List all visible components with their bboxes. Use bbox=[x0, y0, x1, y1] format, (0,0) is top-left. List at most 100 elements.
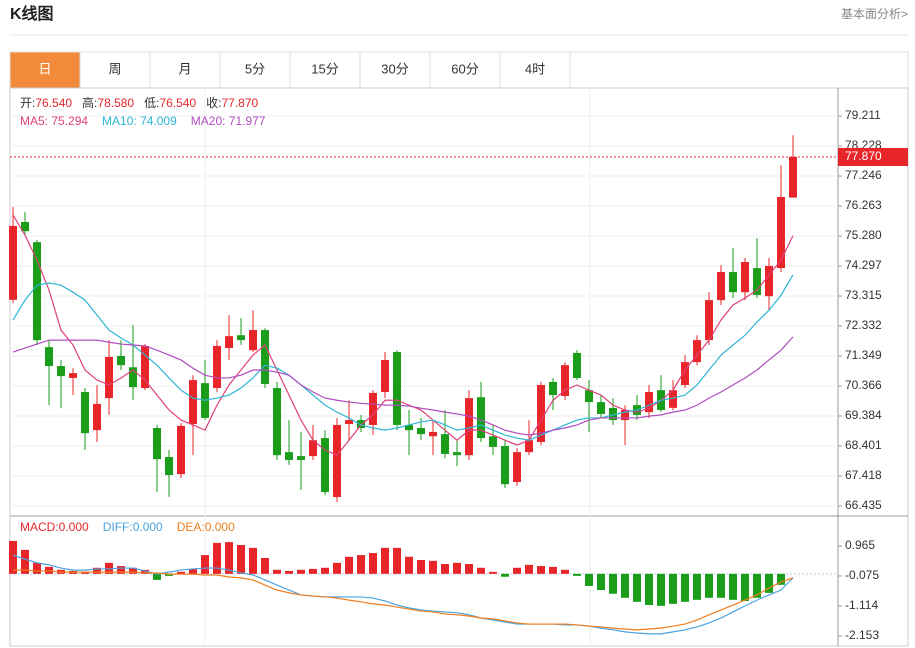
tab-label[interactable]: 4时 bbox=[525, 61, 545, 76]
macd-bar bbox=[705, 573, 713, 598]
ma-legend: MA5: 75.294 MA10: 74.009 MA20: 71.977 bbox=[20, 114, 266, 128]
candle-body bbox=[117, 355, 125, 366]
info-label: 收: bbox=[206, 96, 221, 110]
macd-bar bbox=[561, 569, 569, 574]
macd-bar bbox=[477, 567, 485, 574]
macd-bar bbox=[717, 573, 725, 598]
candle-body bbox=[609, 407, 617, 421]
candle-body bbox=[321, 438, 329, 493]
macd-bar bbox=[321, 567, 329, 574]
macd-bar bbox=[405, 556, 413, 574]
legend-entry: MA5: 75.294 bbox=[20, 114, 88, 128]
tab[interactable] bbox=[359, 51, 431, 89]
candle-body bbox=[9, 225, 17, 300]
legend-entry: DIFF:0.000 bbox=[103, 520, 163, 534]
macd-bar bbox=[513, 567, 521, 574]
candle-body bbox=[33, 242, 41, 341]
candle-body bbox=[477, 397, 485, 439]
candle-body bbox=[537, 384, 545, 443]
y-tick-label: 75.280 bbox=[845, 228, 882, 242]
macd-bar bbox=[441, 564, 449, 574]
info-label: 低: bbox=[144, 96, 159, 110]
macd-bar bbox=[285, 570, 293, 574]
candle-body bbox=[285, 452, 293, 461]
candle-body bbox=[333, 424, 341, 497]
macd-bar bbox=[273, 569, 281, 574]
macd-bar bbox=[21, 549, 29, 574]
candle-body bbox=[561, 365, 569, 396]
candle-body bbox=[213, 345, 221, 389]
macd-bar bbox=[429, 560, 437, 574]
candle-body bbox=[177, 425, 185, 475]
candle-body bbox=[453, 452, 461, 456]
tab-label[interactable]: 60分 bbox=[451, 61, 478, 76]
candle-body bbox=[789, 156, 797, 198]
ma-line bbox=[12, 274, 794, 441]
candle-body bbox=[393, 352, 401, 425]
candle-body bbox=[21, 221, 29, 232]
macd-bar bbox=[729, 573, 737, 600]
tab-label[interactable]: 月 bbox=[178, 61, 191, 76]
candle-body bbox=[693, 340, 701, 363]
macd-bar bbox=[393, 547, 401, 574]
ohlc-info: 开:76.540 高:78.580 低:76.540 收:77.870 bbox=[20, 95, 259, 110]
tab-label[interactable]: 30分 bbox=[381, 61, 408, 76]
macd-bar bbox=[345, 556, 353, 574]
candle-body bbox=[141, 345, 149, 389]
candle-body bbox=[345, 420, 353, 425]
macd-bar bbox=[753, 573, 761, 598]
candle-body bbox=[753, 268, 761, 295]
y-tick-label: -2.153 bbox=[845, 628, 879, 642]
candle-body bbox=[369, 392, 377, 425]
y-tick-label: 72.332 bbox=[845, 318, 882, 332]
tab[interactable] bbox=[9, 51, 81, 89]
candle-body bbox=[105, 356, 113, 399]
candle-body bbox=[741, 261, 749, 293]
macd-bar bbox=[645, 573, 653, 606]
macd-bar bbox=[669, 573, 677, 604]
ma-line bbox=[12, 336, 794, 436]
macd-bar bbox=[585, 573, 593, 586]
candle-body bbox=[501, 446, 509, 485]
macd-bar bbox=[657, 573, 665, 606]
macd-bar bbox=[177, 571, 185, 574]
y-tick-label: 68.401 bbox=[845, 438, 882, 452]
candle-body bbox=[417, 428, 425, 435]
macd-bar bbox=[741, 573, 749, 601]
y-tick-label: 73.315 bbox=[845, 288, 882, 302]
tab[interactable] bbox=[219, 51, 291, 89]
macd-bar bbox=[333, 562, 341, 574]
macd-line bbox=[13, 569, 794, 631]
candle-body bbox=[441, 434, 449, 454]
current-price-box bbox=[838, 147, 908, 166]
candle-body bbox=[513, 452, 521, 483]
tab-label[interactable]: 15分 bbox=[311, 61, 338, 76]
tab-label[interactable]: 日 bbox=[38, 61, 51, 76]
candle-body bbox=[549, 381, 557, 396]
y-tick-label: 0.965 bbox=[845, 538, 875, 552]
legend-entry: DEA:0.000 bbox=[177, 520, 235, 534]
info-label: 高: bbox=[82, 95, 97, 110]
candle-body bbox=[765, 265, 773, 297]
macd-bar bbox=[609, 573, 617, 594]
y-tick-label: 69.384 bbox=[845, 408, 882, 422]
candle-body bbox=[261, 330, 269, 385]
tab-label[interactable]: 周 bbox=[108, 61, 121, 76]
macd-bar bbox=[165, 573, 173, 576]
tab[interactable] bbox=[149, 51, 221, 89]
candle-body bbox=[573, 352, 581, 378]
candle-body bbox=[681, 362, 689, 385]
macd-bar bbox=[633, 573, 641, 602]
macd-bar bbox=[33, 562, 41, 574]
legend-entry: MA10: 74.009 bbox=[102, 114, 177, 128]
tab-label[interactable]: 5分 bbox=[245, 61, 265, 76]
candle-body bbox=[237, 335, 245, 341]
candle-body bbox=[57, 366, 65, 377]
candle-body bbox=[645, 391, 653, 413]
candle-body bbox=[189, 380, 197, 425]
macd-bar bbox=[453, 562, 461, 574]
candle-body bbox=[297, 456, 305, 461]
fundamental-link[interactable]: 基本面分析> bbox=[841, 7, 908, 21]
candle-body bbox=[525, 440, 533, 453]
